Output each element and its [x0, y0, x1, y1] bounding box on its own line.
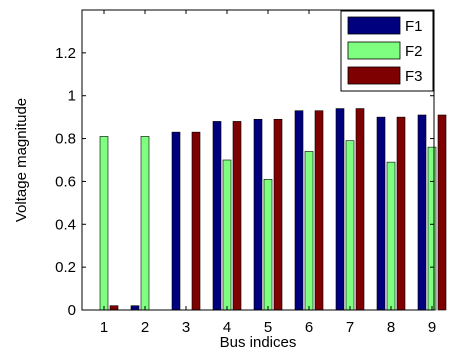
bar-f2-7 [345, 140, 355, 311]
bar-f2-1 [99, 136, 109, 311]
y-ticks-group: 0 0.2 0.4 0.6 0.8 1 1.2 [55, 45, 434, 319]
legend-swatch-f2 [347, 41, 401, 60]
y-tick-label: 1.2 [55, 45, 76, 62]
bar-f3-3 [191, 131, 201, 311]
bar-f1-7 [335, 108, 345, 311]
bar-f3-5 [273, 118, 283, 311]
x-tick-label: 4 [223, 319, 231, 336]
bar-f3-1 [109, 305, 119, 311]
plot-frame [81, 9, 435, 311]
bar-f2-4 [222, 159, 232, 311]
legend-label-f1: F1 [405, 18, 423, 35]
bar-f3-7 [355, 108, 365, 311]
x-tick-label: 1 [100, 319, 108, 336]
legend-label-f2: F2 [405, 43, 423, 60]
bar-f2-9 [427, 146, 437, 311]
bar-f3-9 [437, 114, 447, 311]
bar-f1-2 [130, 305, 140, 311]
x-tick-label: 3 [182, 319, 190, 336]
bar-f1-9 [417, 114, 427, 311]
bar-f2-5 [263, 178, 273, 311]
x-tick-label: 8 [387, 319, 395, 336]
x-tick-label: 2 [141, 319, 149, 336]
bar-f1-3 [171, 131, 181, 311]
bar-f1-6 [294, 110, 304, 311]
bar-f3-4 [232, 121, 242, 311]
x-tick-label: 5 [264, 319, 272, 336]
y-tick-label: 0 [68, 302, 76, 319]
x-tick-label: 9 [428, 319, 436, 336]
bar-f1-8 [376, 116, 386, 311]
y-tick-label: 0.6 [55, 173, 76, 190]
legend: F1 F2 F3 [340, 10, 434, 92]
bar-f2-8 [386, 161, 396, 311]
y-tick-label: 0.2 [55, 259, 76, 276]
bar-f2-2 [140, 136, 150, 311]
bar-f1-4 [212, 121, 222, 311]
x-axis-label: Bus indices [220, 334, 297, 351]
bar-f2-6 [304, 151, 314, 311]
y-tick-label: 0.4 [55, 216, 76, 233]
bar-f3-6 [314, 110, 324, 311]
y-tick-label: 1 [68, 88, 76, 105]
x-tick-label: 6 [305, 319, 313, 336]
legend-swatch-f3 [347, 66, 401, 85]
bar-f1-5 [253, 118, 263, 311]
legend-label-f3: F3 [405, 68, 423, 85]
bar-f3-8 [396, 116, 406, 311]
x-tick-label: 7 [346, 319, 354, 336]
y-tick-label: 0.8 [55, 131, 76, 148]
legend-swatch-f1 [347, 16, 401, 35]
y-axis-label: Voltage magnitude [13, 98, 30, 222]
